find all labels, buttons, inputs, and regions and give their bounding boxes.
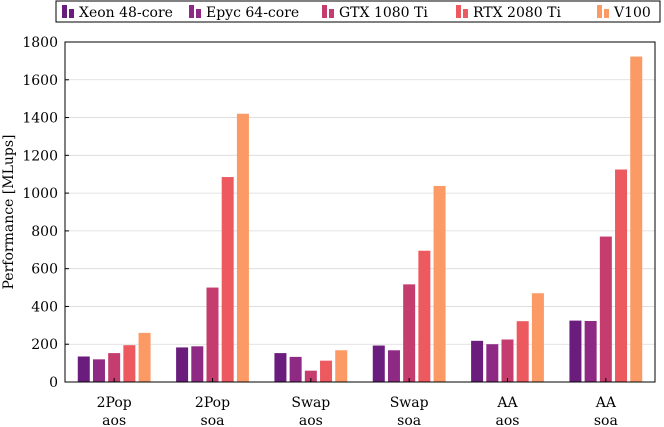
y-tick-label: 1400	[22, 111, 58, 127]
x-tick-label: AA	[595, 395, 617, 411]
bar	[486, 344, 499, 382]
legend-entry: RTX 2080 Ti	[456, 5, 561, 21]
bar	[206, 287, 219, 382]
bar	[630, 56, 643, 383]
x-tick-label: 2Pop	[97, 395, 132, 411]
legend-label: Epyc 64-core	[206, 5, 299, 21]
bar	[615, 169, 628, 382]
bar	[569, 320, 582, 382]
bar	[501, 339, 514, 382]
grid-lines	[65, 41, 655, 383]
bar	[516, 321, 529, 382]
legend-swatch	[456, 5, 461, 18]
bar	[418, 250, 431, 382]
bar	[92, 359, 105, 382]
x-tick-label: AA	[496, 395, 518, 411]
y-tick-label: 1200	[22, 148, 58, 164]
y-tick-label: 800	[31, 224, 58, 240]
y-axis-label: Performance [MLups]	[1, 134, 17, 289]
legend-entry: Xeon 48-core	[62, 5, 173, 21]
plot-frame	[64, 41, 656, 383]
legend-entry: Epyc 64-core	[189, 5, 299, 21]
legend-label: GTX 1080 Ti	[339, 5, 428, 21]
bar	[108, 353, 121, 382]
y-tick-label: 400	[31, 299, 58, 315]
legend-swatch	[189, 5, 194, 18]
bar	[372, 345, 385, 382]
x-tick-label: Swap	[390, 395, 429, 411]
y-tick-label: 0	[49, 375, 58, 391]
y-tick-label: 600	[31, 262, 58, 278]
bar	[304, 370, 317, 382]
x-tick-label: Swap	[291, 395, 330, 411]
bar	[531, 293, 544, 382]
x-tick-label: 2Pop	[195, 395, 230, 411]
x-tick-label-sub: aos	[299, 413, 323, 427]
legend-swatch	[329, 9, 334, 18]
legend-label: Xeon 48-core	[79, 5, 173, 21]
legend-swatch	[463, 9, 468, 18]
x-tick-label-sub: aos	[496, 413, 520, 427]
bar	[387, 350, 400, 382]
legend-label: V100	[613, 5, 651, 21]
legend-swatch	[322, 5, 327, 18]
legend-frame	[55, 0, 661, 23]
y-tick-label: 1600	[22, 73, 58, 89]
legend-swatch	[69, 9, 74, 18]
bar	[584, 320, 597, 382]
legend-label: RTX 2080 Ti	[473, 5, 561, 21]
x-axis-ticks: 2Pop aos 2Pop soa Swap aos Swap soa AA aos AA soa	[97, 378, 618, 427]
x-tick-label-sub: soa	[594, 413, 618, 427]
bar	[236, 113, 249, 383]
y-tick-label: 200	[31, 337, 58, 353]
bar	[320, 360, 333, 382]
bars	[77, 56, 643, 383]
bar	[123, 345, 136, 382]
bar	[403, 284, 416, 382]
bar	[138, 332, 151, 382]
y-tick-label: 1000	[22, 186, 58, 202]
legend-swatch	[604, 9, 609, 18]
bar	[471, 340, 484, 382]
legend-swatch	[597, 5, 602, 18]
bar	[77, 356, 90, 382]
legend-entry: V100	[597, 5, 651, 21]
legend-swatch	[196, 9, 201, 18]
bar	[191, 346, 204, 382]
y-tick-label: 1800	[22, 35, 58, 51]
bar	[176, 347, 189, 382]
legend: Xeon 48-core Epyc 64-core GTX 1080 Ti RTX 2…	[55, 0, 661, 23]
bar	[289, 356, 302, 382]
legend-entry: GTX 1080 Ti	[322, 5, 428, 21]
bar	[274, 353, 287, 382]
x-tick-label-sub: soa	[201, 413, 225, 427]
bar	[599, 236, 612, 382]
bar	[335, 350, 348, 382]
y-axis-ticks: 0 200 400 600 800 1000 1200 1400 1600 1800	[22, 35, 69, 391]
x-tick-label-sub: aos	[102, 413, 126, 427]
bar	[433, 185, 446, 382]
bar	[221, 177, 234, 382]
legend-swatch	[62, 5, 67, 18]
x-tick-label-sub: soa	[397, 413, 421, 427]
